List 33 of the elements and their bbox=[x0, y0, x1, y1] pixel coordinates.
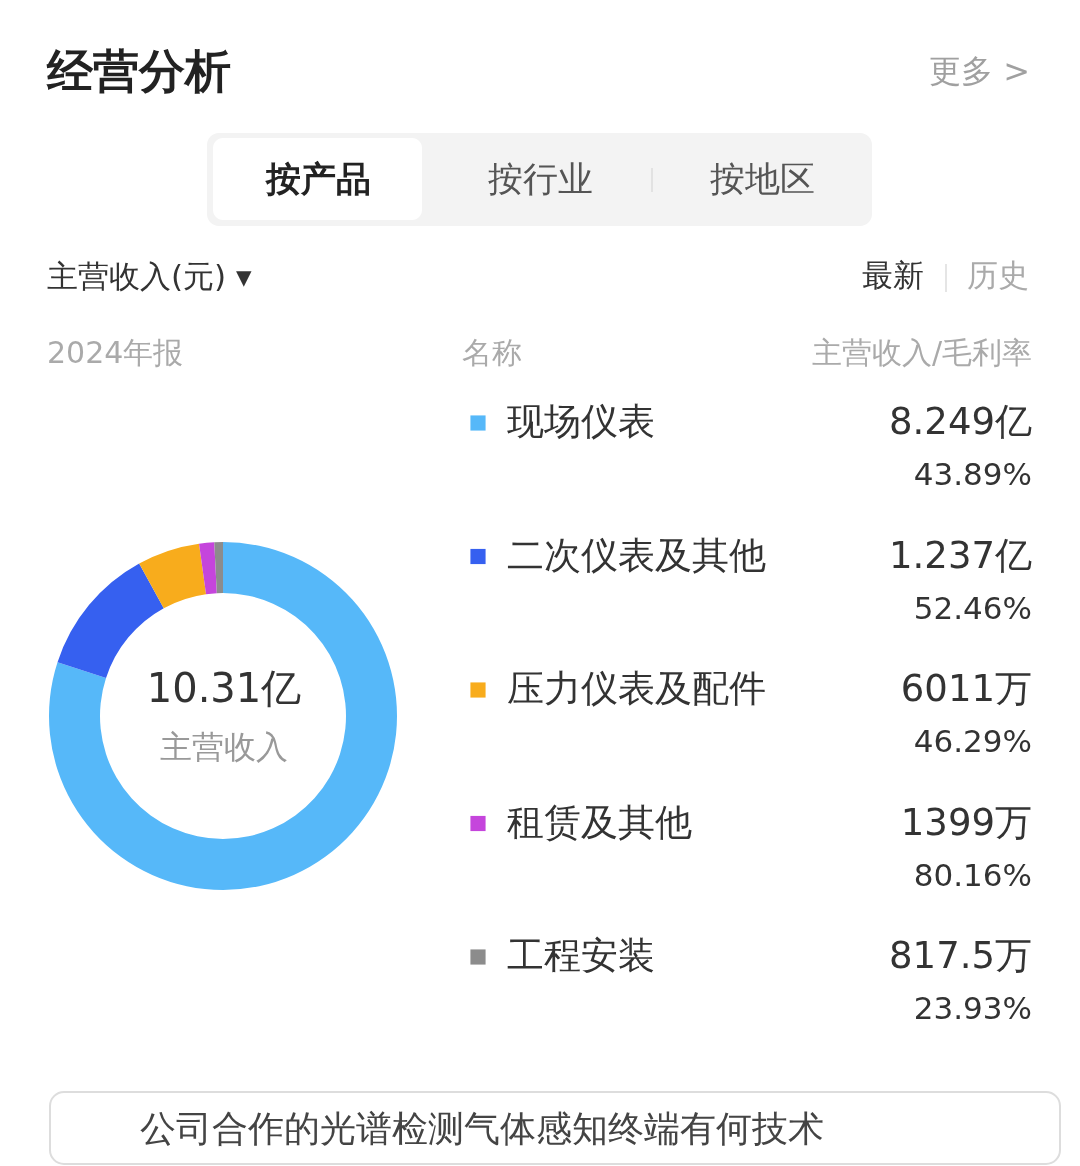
legend-label: 现场仪表 bbox=[507, 400, 655, 443]
donut-slice bbox=[49, 542, 397, 890]
legend-label: 工程安装 bbox=[507, 934, 655, 977]
donut-slice bbox=[139, 543, 207, 609]
text: 按产品 bbox=[264, 159, 371, 199]
text: 主营收入(元) ▾ bbox=[47, 258, 253, 294]
text: 23.93% bbox=[913, 990, 1032, 1026]
text: 按地区 bbox=[709, 159, 815, 199]
text: 80.16% bbox=[913, 856, 1032, 893]
donut-slice bbox=[214, 542, 223, 594]
text: 历史 bbox=[967, 257, 1029, 293]
legend-title: 名称 bbox=[462, 335, 522, 370]
chart-title: 经营分析 bbox=[46, 44, 231, 98]
text: 10.31亿 bbox=[146, 665, 302, 711]
text: 主营收入 bbox=[160, 728, 288, 766]
text: 2024年报 bbox=[47, 335, 184, 370]
text: 6011万 bbox=[900, 667, 1032, 710]
legend-label: 二次仪表及其他 bbox=[507, 533, 766, 577]
text: 更多 > bbox=[929, 52, 1030, 90]
text: 817.5万 bbox=[889, 934, 1032, 977]
text: 43.89% bbox=[913, 456, 1032, 492]
text: 52.46% bbox=[913, 589, 1032, 626]
text: 公司合作的光谱检测气体感知终端有何技术 bbox=[140, 1108, 824, 1149]
text: 1.237亿 bbox=[889, 533, 1032, 577]
donut-slice bbox=[199, 542, 217, 595]
text: 8.249亿 bbox=[889, 400, 1032, 443]
text: 按行业 bbox=[487, 159, 593, 199]
text: 主营收入/毛利率 bbox=[811, 335, 1032, 370]
legend-label: 压力仪表及配件 bbox=[507, 667, 766, 710]
legend-label: 租赁及其他 bbox=[507, 800, 692, 844]
text: 最新 bbox=[862, 257, 924, 293]
text: 1399万 bbox=[900, 800, 1032, 844]
text: 46.29% bbox=[913, 723, 1032, 759]
